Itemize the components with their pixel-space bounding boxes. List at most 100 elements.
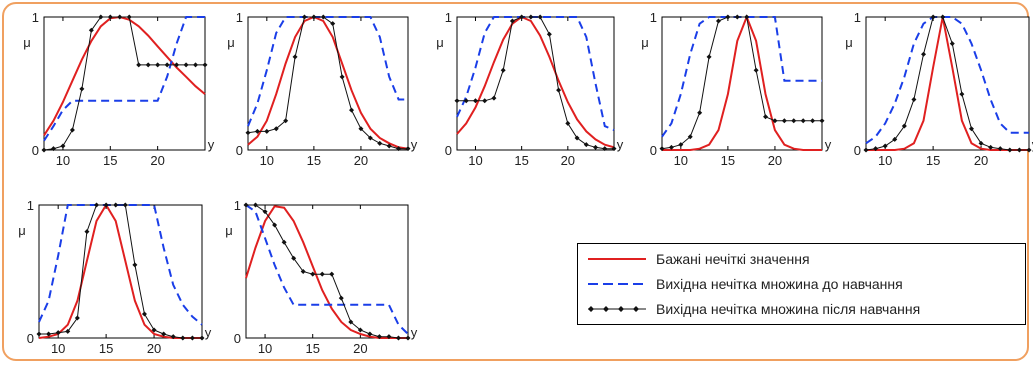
data-point-after [46, 331, 52, 337]
data-point-after [482, 98, 488, 104]
data-point-after [349, 107, 355, 113]
data-point-after [819, 118, 825, 124]
data-point-after [715, 18, 721, 24]
data-point-after [281, 239, 287, 245]
data-point-after [132, 262, 138, 268]
data-point-after [454, 98, 460, 104]
data-point-after [472, 98, 478, 104]
y-tick-label: 0 [650, 143, 657, 158]
data-point-after [253, 202, 259, 208]
x-tick-label: 20 [974, 153, 988, 168]
data-point-after [546, 31, 552, 37]
data-point-after [36, 331, 42, 337]
x-tick-label: 15 [926, 153, 940, 168]
data-point-after [338, 295, 344, 301]
legend: Бажані нечіткі значення Вихідна нечітка … [577, 243, 1026, 325]
data-point-after [668, 144, 674, 150]
legend-label-before: Вихідна нечітка множина до навчання [656, 276, 903, 292]
y-axis-label: μ [845, 35, 853, 50]
legend-item-after: Вихідна нечітка множина після навчання [578, 299, 1025, 319]
subplot-5: 10 15 20 0 1μ y [845, 10, 1033, 168]
data-point-after [367, 135, 373, 141]
data-point-after [155, 62, 161, 68]
data-point-after [69, 127, 75, 133]
data-point-after [367, 331, 373, 337]
data-point-after [997, 146, 1003, 152]
data-point-after [772, 118, 778, 124]
legend-swatch-after [588, 306, 646, 312]
data-point-after [863, 147, 869, 153]
data-point-after [949, 41, 955, 47]
data-point-after [386, 334, 392, 340]
data-point-after [174, 62, 180, 68]
y-tick-label: 1 [236, 10, 243, 25]
x-tick-label: 15 [305, 341, 319, 356]
data-point-after [593, 144, 599, 150]
legend-label-after: Вихідна нечітка множина після навчання [656, 301, 921, 317]
series-line-before [245, 204, 409, 335]
data-point-after [583, 142, 589, 148]
x-tick-label: 10 [260, 153, 274, 168]
x-tick-label: 15 [721, 153, 735, 168]
x-tick-label: 20 [353, 341, 367, 356]
subplot-1: 10 15 20 0 1μ y [23, 10, 215, 168]
data-point-after [697, 110, 703, 116]
x-axis-label: y [1032, 137, 1033, 152]
data-point-after [245, 130, 251, 136]
data-point-after [183, 62, 189, 68]
data-point-after [1026, 147, 1032, 153]
data-point-after [882, 143, 888, 149]
data-point-after [791, 118, 797, 124]
data-point-after [88, 27, 94, 33]
data-point-after [243, 202, 249, 208]
data-point-after [1016, 147, 1022, 153]
figure-frame [2, 2, 1029, 361]
data-point-after [687, 134, 693, 140]
data-point-after [301, 14, 307, 20]
x-tick-label: 15 [514, 153, 528, 168]
axes-box [456, 16, 615, 151]
y-tick-label: 0 [234, 331, 241, 346]
data-point-after [753, 67, 759, 73]
data-point-after [463, 98, 469, 104]
x-tick-label: 20 [354, 153, 368, 168]
subplot-7: 10 15 20 0 1μ y [225, 198, 418, 356]
x-axis-label: y [617, 137, 624, 152]
x-tick-label: 20 [561, 153, 575, 168]
series-line-desired [456, 15, 615, 149]
x-tick-label: 20 [150, 153, 164, 168]
data-point-after [79, 86, 85, 92]
data-point-after [744, 14, 750, 20]
data-point-after [892, 136, 898, 142]
data-point-after [537, 14, 543, 20]
data-point-after [199, 335, 205, 341]
x-axis-label: y [411, 325, 418, 340]
x-tick-label: 10 [258, 341, 272, 356]
data-point-after [395, 335, 401, 341]
x-tick-label: 15 [103, 153, 117, 168]
data-point-after [122, 202, 128, 208]
axes-box [38, 204, 203, 339]
data-point-after [164, 62, 170, 68]
y-tick-label: 1 [650, 10, 657, 25]
y-tick-label: 0 [445, 143, 452, 158]
x-axis-label: y [411, 137, 418, 152]
y-axis-label: μ [227, 35, 235, 50]
data-point-after [901, 123, 907, 129]
data-point-after [348, 319, 354, 325]
subplot-4: 10 15 20 0 1μ y [641, 10, 832, 168]
data-point-after [193, 62, 199, 68]
subplot-6: 10 15 20 0 1μ y [18, 198, 212, 356]
data-point-after [264, 128, 270, 134]
x-tick-label: 10 [51, 341, 65, 356]
legend-label-desired: Бажані нечіткі значення [656, 251, 810, 267]
y-tick-label: 0 [236, 143, 243, 158]
data-point-after [376, 334, 382, 340]
y-tick-label: 1 [32, 10, 39, 25]
data-point-after [291, 255, 297, 261]
data-point-after [55, 330, 61, 336]
data-point-after [319, 271, 325, 277]
data-point-after [978, 140, 984, 146]
data-point-after [678, 142, 684, 148]
data-point-after [254, 128, 260, 134]
